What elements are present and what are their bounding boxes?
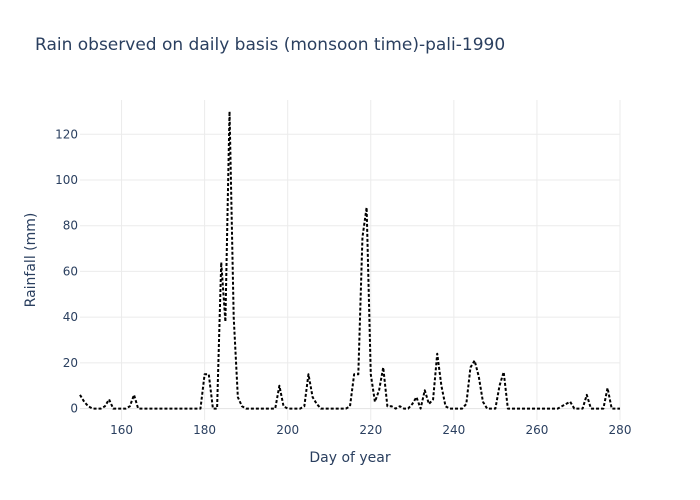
x-tick-label: 180 (193, 423, 216, 437)
y-tick-label: 0 (70, 402, 78, 416)
x-tick-label: 280 (609, 423, 632, 437)
x-tick-label: 200 (276, 423, 299, 437)
y-tick-label: 20 (63, 356, 78, 370)
x-axis-ticks: 160 180 200 220 240 260 280 (110, 423, 631, 437)
x-tick-label: 260 (525, 423, 548, 437)
x-axis-title: Day of year (309, 450, 391, 466)
y-tick-label: 80 (63, 219, 78, 233)
y-tick-label: 40 (63, 310, 78, 324)
y-axis-title: Rainfall (mm) (23, 213, 39, 308)
x-tick-label: 160 (110, 423, 133, 437)
y-axis-ticks: 0 20 40 60 80 100 120 (55, 127, 78, 415)
y-tick-label: 100 (55, 173, 78, 187)
rainfall-series-line (79, 110, 620, 410)
y-tick-label: 120 (55, 127, 78, 141)
y-gridlines (80, 133, 620, 410)
chart-title: Rain observed on daily basis (monsoon ti… (35, 35, 505, 55)
y-tick-label: 60 (63, 264, 78, 278)
x-tick-label: 240 (442, 423, 465, 437)
x-gridlines (121, 100, 621, 420)
plot-area (79, 110, 620, 410)
x-tick-label: 220 (359, 423, 382, 437)
